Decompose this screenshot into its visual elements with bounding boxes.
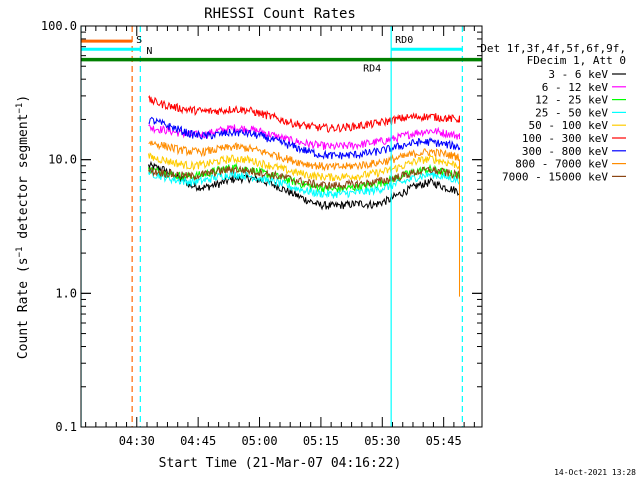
legend-label: 100 - 300 keV — [522, 132, 608, 145]
legend-label: 6 - 12 keV — [542, 81, 609, 94]
series-line-5 — [148, 95, 460, 133]
x-tick-label: 05:15 — [303, 434, 339, 448]
y-axis-label-exp: −1 — [15, 247, 25, 258]
chart-title: RHESSI Count Rates — [204, 6, 356, 22]
legend-label: 800 - 7000 keV — [515, 158, 608, 171]
plot-frame — [80, 25, 483, 428]
x-tick-label: 04:45 — [180, 434, 216, 448]
annotation-label: RD4 — [363, 64, 381, 75]
y-tick-label: 1.0 — [55, 286, 77, 300]
y-tick-label: 0.1 — [55, 420, 77, 434]
footer-date: 14-Oct-2021 13:28 — [554, 468, 636, 477]
legend-label: 50 - 100 keV — [529, 119, 609, 132]
y-axis-label-exp: −1 — [15, 103, 25, 114]
legend: Det 1f,3f,4f,5f,6f,9f,FDecim 1, Att 03 -… — [480, 42, 626, 183]
series-line-1 — [148, 123, 460, 151]
y-axis-label-part: detector segment — [16, 114, 31, 247]
series-line-3 — [148, 168, 460, 199]
series-line-4 — [148, 152, 460, 182]
x-tick-label: 05:45 — [426, 434, 462, 448]
y-axis-label-part: ) — [16, 95, 31, 103]
series-line-8 — [148, 165, 460, 191]
series-line-7 — [148, 140, 460, 297]
y-axis-label-part: Count Rate (s — [16, 257, 31, 359]
legend-label: 7000 - 15000 keV — [502, 170, 608, 183]
legend-label: 300 - 800 keV — [522, 145, 608, 158]
legend-label: 12 - 25 keV — [535, 94, 608, 107]
x-axis: 04:30 04:45 05:00 05:15 05:30 05:45 — [85, 26, 475, 448]
y-tick-label: 10.0 — [48, 153, 77, 167]
annotation-label: N — [146, 46, 152, 57]
legend-header: Det 1f,3f,4f,5f,6f,9f, — [480, 42, 626, 55]
x-axis-label: Start Time (21-Mar-07 04:16:22) — [159, 456, 402, 471]
legend-label: 25 - 50 keV — [535, 106, 608, 119]
y-axis: 0.1 1.0 10.0 100.0 — [41, 19, 482, 434]
x-tick-label: 05:00 — [241, 434, 277, 448]
annotation-label: S — [136, 35, 142, 46]
series-line-0 — [148, 160, 460, 211]
series-line-6 — [148, 116, 460, 160]
legend-label: 3 - 6 keV — [548, 68, 608, 81]
x-tick-label: 05:30 — [364, 434, 400, 448]
y-tick-label: 100.0 — [41, 19, 77, 33]
annotation-label: RD0 — [395, 35, 413, 46]
x-tick-label: 04:30 — [119, 434, 155, 448]
y-axis-label: Count Rate (s−1 detector segment−1) — [15, 95, 31, 359]
legend-header: FDecim 1, Att 0 — [527, 54, 626, 67]
